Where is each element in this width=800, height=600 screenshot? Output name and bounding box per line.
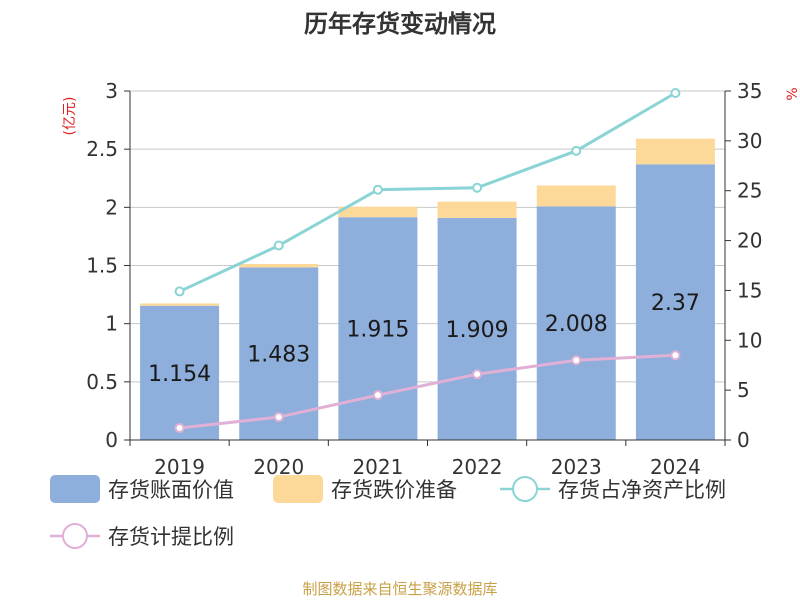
bar-value-label: 1.483 bbox=[247, 343, 310, 368]
right-tick-label: 0 bbox=[737, 428, 750, 452]
point-ratio-net-assets bbox=[571, 145, 582, 156]
bars: 1.154 1.483 1.915 1.909 2.008 2.37 bbox=[140, 138, 715, 441]
grid bbox=[130, 90, 725, 383]
left-tick-label: 2.5 bbox=[86, 137, 118, 161]
legend-label: 存货跌价准备 bbox=[331, 478, 457, 502]
left-tick-label: 1.5 bbox=[86, 254, 118, 278]
bar-impairment bbox=[338, 206, 418, 218]
point-provision-ratio bbox=[174, 423, 185, 434]
left-tick-label: 1 bbox=[105, 312, 118, 336]
bar-book-value bbox=[140, 305, 220, 440]
bar-value-label: 1.154 bbox=[148, 362, 211, 387]
point-ratio-net-assets bbox=[670, 87, 681, 98]
x-tick-label: 2024 bbox=[650, 455, 701, 479]
right-tick-label: 35 bbox=[737, 79, 762, 103]
legend-swatch bbox=[273, 475, 323, 503]
bar-book-value bbox=[338, 217, 418, 440]
bar-book-value bbox=[536, 206, 616, 440]
source-note: 制图数据来自恒生聚源数据库 bbox=[302, 580, 497, 598]
bar-book-value bbox=[437, 217, 517, 440]
left-tick-label: 3 bbox=[105, 79, 118, 103]
point-ratio-net-assets bbox=[372, 184, 383, 195]
bar-impairment bbox=[239, 263, 319, 268]
legend-swatch bbox=[50, 475, 100, 503]
bar-impairment bbox=[635, 138, 715, 165]
lines bbox=[174, 87, 681, 434]
bar-value-label: 1.915 bbox=[346, 318, 409, 343]
bar-impairment bbox=[536, 185, 616, 207]
point-provision-ratio bbox=[472, 369, 483, 380]
right-tick-label: 10 bbox=[737, 328, 762, 352]
x-tick-label: 2023 bbox=[551, 455, 602, 479]
left-tick-label: 0 bbox=[105, 428, 118, 452]
point-ratio-net-assets bbox=[273, 240, 284, 251]
chart-title: 历年存货变动情况 bbox=[304, 10, 496, 38]
legend-label: 存货计提比例 bbox=[108, 525, 234, 549]
line-provision-ratio bbox=[179, 353, 676, 430]
bar-impairment bbox=[140, 303, 220, 306]
point-provision-ratio bbox=[571, 355, 582, 366]
bar-value-label: 2.37 bbox=[651, 291, 700, 316]
point-provision-ratio bbox=[273, 412, 284, 423]
legend-swatch-marker bbox=[512, 476, 538, 502]
x-tick-label: 2019 bbox=[154, 455, 205, 479]
legend-swatch-marker bbox=[62, 523, 88, 549]
point-provision-ratio bbox=[670, 350, 681, 361]
legend-label: 存货账面价值 bbox=[108, 478, 234, 502]
x-tick-label: 2022 bbox=[452, 455, 503, 479]
bar-value-label: 2.008 bbox=[545, 312, 608, 337]
right-tick-label: 15 bbox=[737, 278, 762, 302]
left-tick-label: 2 bbox=[105, 195, 118, 219]
legend-label: 存货占净资产比例 bbox=[558, 478, 726, 502]
right-tick-label: 20 bbox=[737, 229, 762, 253]
right-tick-label: 5 bbox=[737, 378, 750, 402]
right-axis-unit: % bbox=[785, 87, 800, 100]
bar-book-value bbox=[635, 164, 715, 441]
point-ratio-net-assets bbox=[472, 182, 483, 193]
point-provision-ratio bbox=[372, 390, 383, 401]
bar-value-label: 1.909 bbox=[446, 318, 509, 343]
right-tick-label: 30 bbox=[737, 129, 762, 153]
left-axis-unit: (亿元) bbox=[62, 97, 78, 136]
bar-impairment bbox=[437, 201, 517, 218]
x-tick-label: 2021 bbox=[352, 455, 403, 479]
point-ratio-net-assets bbox=[174, 286, 185, 297]
line-ratio-net-assets bbox=[178, 91, 677, 293]
left-tick-label: 0.5 bbox=[86, 370, 118, 394]
right-tick-label: 25 bbox=[737, 179, 762, 203]
